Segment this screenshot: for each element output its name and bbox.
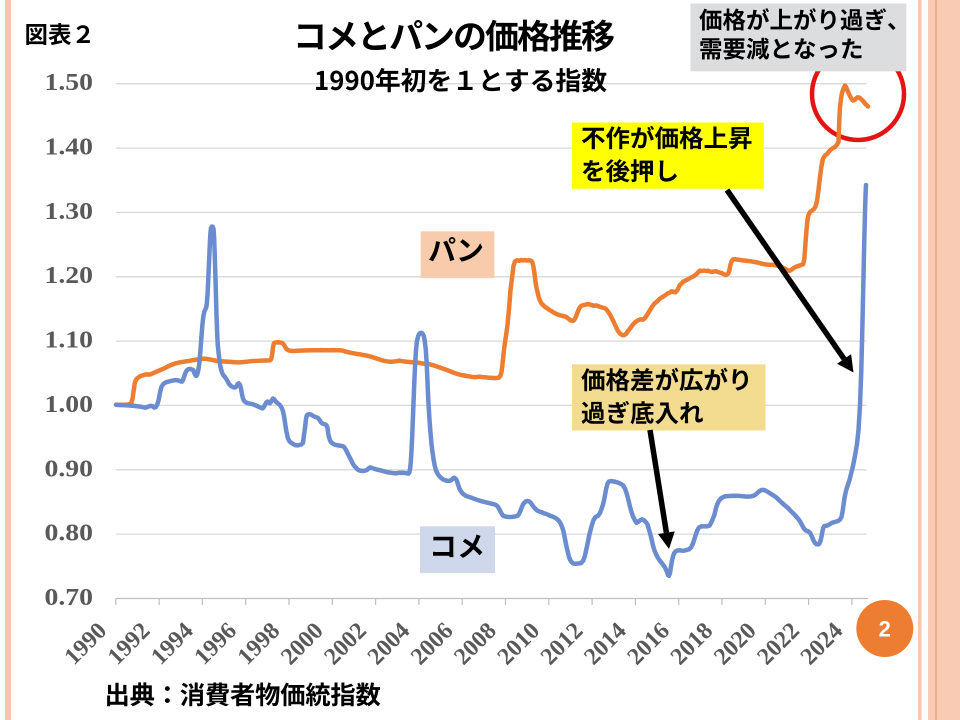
svg-text:1.30: 1.30 <box>45 199 94 225</box>
svg-text:0.80: 0.80 <box>45 521 94 547</box>
svg-text:1.00: 1.00 <box>45 392 94 418</box>
svg-text:1.50: 1.50 <box>45 70 94 96</box>
svg-text:2: 2 <box>879 617 891 642</box>
svg-text:1.20: 1.20 <box>45 263 94 289</box>
svg-text:0.70: 0.70 <box>45 585 94 611</box>
svg-text:1.40: 1.40 <box>45 135 94 161</box>
svg-text:0.90: 0.90 <box>45 456 94 482</box>
svg-text:1.10: 1.10 <box>45 328 94 354</box>
